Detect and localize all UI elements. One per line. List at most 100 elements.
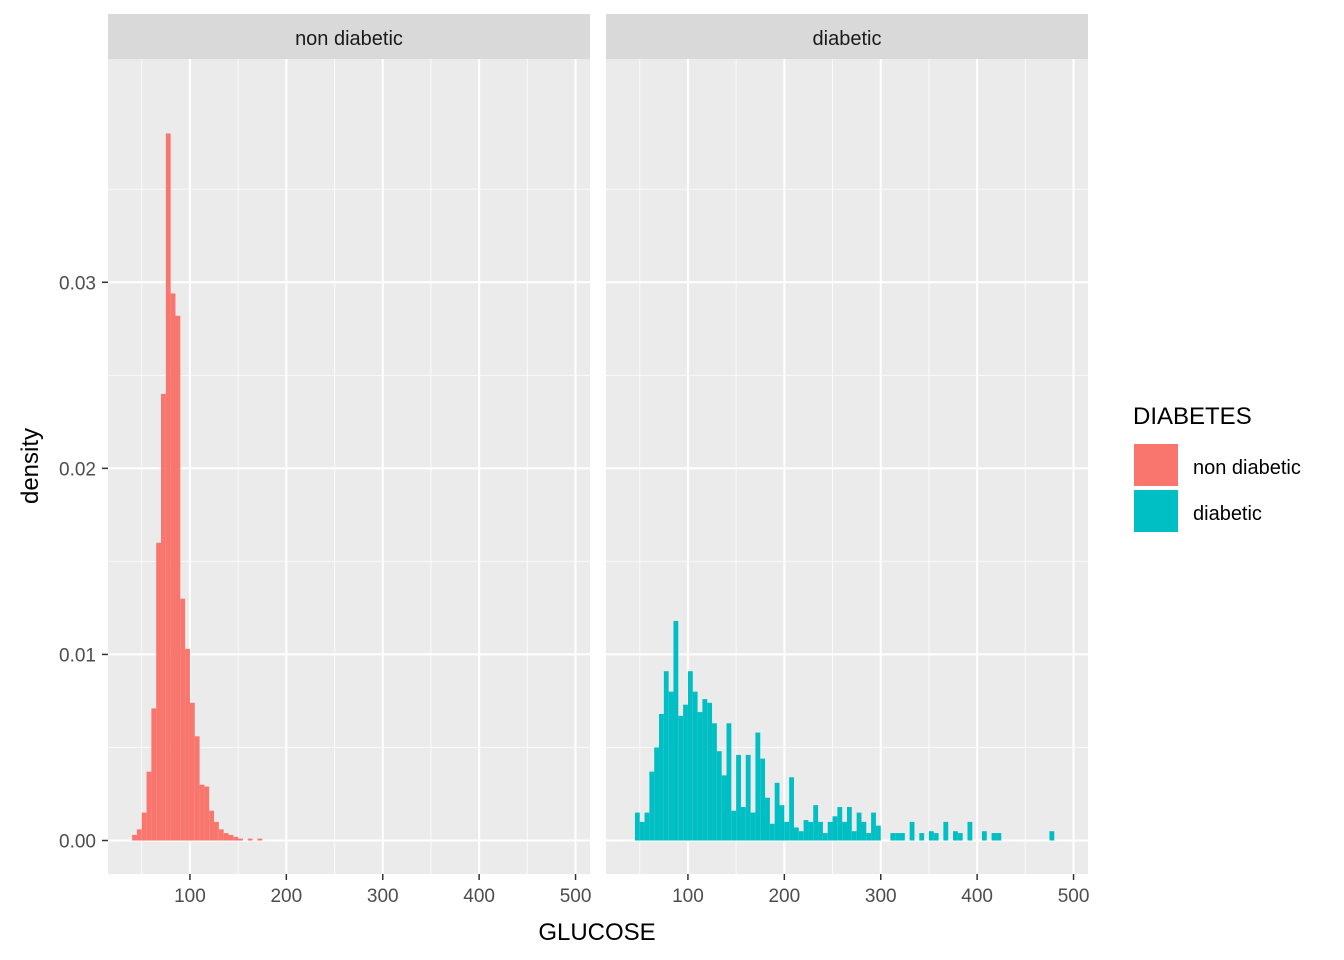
x-tick-label: 200 <box>270 886 302 907</box>
histogram-bar <box>161 393 166 841</box>
histogram-bar <box>774 782 780 841</box>
histogram-bar <box>847 807 852 841</box>
histogram-bar <box>257 838 263 841</box>
histogram-bar <box>132 834 137 841</box>
facet-strip-label: diabetic <box>813 28 882 50</box>
legend-label-diabetic: diabetic <box>1193 503 1262 525</box>
histogram-bar <box>798 831 804 841</box>
histogram-bar <box>223 833 229 841</box>
histogram-bar <box>957 833 963 841</box>
histogram-bar <box>683 704 688 841</box>
histogram-bar <box>996 833 1002 841</box>
histogram-bar <box>967 821 973 841</box>
legend-label-non-diabetic: non diabetic <box>1193 457 1301 479</box>
histogram-bar <box>1049 831 1055 841</box>
histogram-bar <box>919 833 925 841</box>
histogram-bar <box>933 833 939 841</box>
legend-key-non-diabetic <box>1134 444 1178 486</box>
histogram-bar <box>238 838 243 841</box>
y-tick-label: 0.01 <box>59 645 96 666</box>
y-tick-label: 0.00 <box>59 832 96 853</box>
histogram-bar <box>199 784 205 841</box>
x-tick-label: 400 <box>463 886 495 907</box>
histogram-bar <box>170 293 176 841</box>
histogram-bar <box>813 805 819 841</box>
histogram-bar <box>189 702 195 841</box>
histogram-bar <box>707 702 713 841</box>
histogram-bar <box>639 821 645 841</box>
histogram-bar <box>803 820 809 841</box>
histogram-bar <box>233 836 239 841</box>
x-tick-label: 100 <box>672 886 704 907</box>
histogram-bar <box>755 732 761 841</box>
histogram-bar <box>659 713 664 841</box>
histogram-bar <box>765 797 770 841</box>
histogram-bar <box>808 821 814 841</box>
x-tick-label: 300 <box>367 886 399 907</box>
facet-strip-label: non diabetic <box>295 28 403 50</box>
x-tick-label: 100 <box>174 886 206 907</box>
y-tick-label: 0.03 <box>59 273 96 294</box>
legend-title: DIABETES <box>1133 403 1252 430</box>
histogram-bar <box>165 133 171 841</box>
histogram-bar <box>851 831 857 841</box>
histogram-bar <box>721 775 727 841</box>
histogram-bar <box>136 829 142 841</box>
histogram-bar <box>634 812 640 841</box>
histogram-bar <box>909 821 915 841</box>
histogram-bar <box>214 821 219 841</box>
histogram-bar <box>644 812 650 841</box>
x-axis-title: GLUCOSE <box>538 919 655 946</box>
histogram-bar <box>856 812 862 841</box>
histogram-bar <box>156 542 162 841</box>
histogram-bar <box>649 771 655 841</box>
histogram-bar <box>740 807 746 841</box>
histogram-bar <box>827 821 833 841</box>
x-tick-label: 500 <box>560 886 592 907</box>
histogram-bar <box>784 821 790 841</box>
histogram-bar <box>745 754 751 841</box>
histogram-bar <box>697 712 703 841</box>
y-tick-label: 0.02 <box>59 459 96 480</box>
histogram-bar <box>716 751 722 841</box>
histogram-bar <box>702 699 708 841</box>
y-axis: 0.00 0.01 0.02 0.03 <box>59 273 108 853</box>
histogram-bar <box>818 821 823 841</box>
histogram-bar <box>895 833 901 841</box>
histogram-bar <box>175 315 181 841</box>
histogram-bar <box>204 786 210 841</box>
histogram-bar <box>692 691 698 841</box>
histogram-bar <box>146 771 152 841</box>
histogram-bar <box>871 812 876 841</box>
histogram-bar <box>731 810 737 841</box>
histogram-bar <box>228 834 234 841</box>
histogram-bar <box>793 827 799 841</box>
histogram-bar <box>837 807 843 841</box>
histogram-bar <box>678 715 684 841</box>
histogram-bar <box>769 823 775 841</box>
histogram-bar <box>218 829 224 841</box>
histogram-bar <box>151 708 157 841</box>
facet-non-diabetic: non diabetic 100 200 300 400 500 <box>108 14 591 907</box>
histogram-bar <box>750 812 756 841</box>
y-axis-title: density <box>17 428 44 504</box>
histogram-bar <box>928 831 934 841</box>
histogram-bar <box>953 831 958 841</box>
histogram-bar <box>760 758 766 841</box>
histogram-bar <box>890 833 896 841</box>
facet-strip-non-diabetic <box>108 14 590 59</box>
legend-key-diabetic <box>1134 490 1178 532</box>
histogram-bar <box>861 821 867 841</box>
histogram-bar <box>209 810 215 841</box>
histogram-bar <box>141 812 147 841</box>
histogram-bar <box>663 671 669 841</box>
histogram-bar <box>247 838 253 841</box>
facet-diabetic: diabetic 100 200 300 400 500 <box>606 14 1089 907</box>
histogram-bar <box>789 777 794 841</box>
histogram-bar <box>687 671 693 841</box>
histogram-bar <box>875 825 881 841</box>
histogram-bar <box>673 620 679 841</box>
histogram-bar <box>654 747 660 841</box>
histogram-bar <box>822 833 828 841</box>
